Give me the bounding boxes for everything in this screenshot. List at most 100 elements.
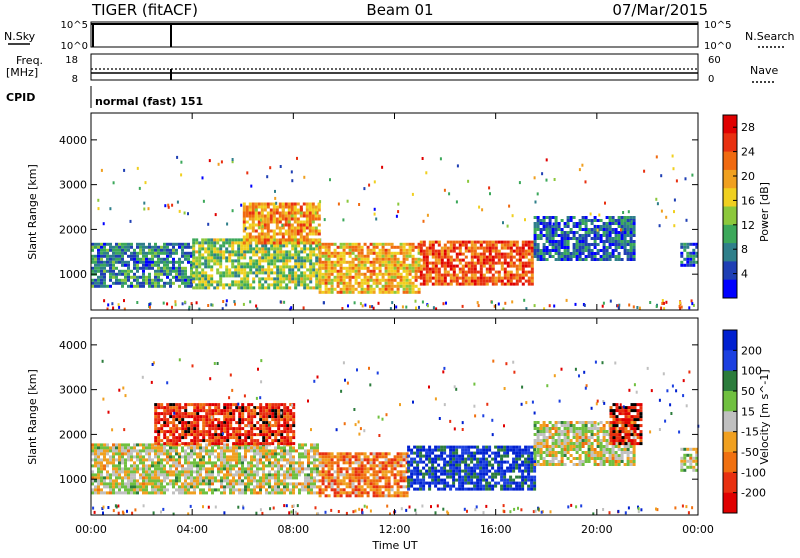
power-echo-cell: [309, 212, 312, 215]
power-echo-cell: [621, 246, 624, 249]
power-echo-speck: [296, 157, 298, 160]
power-echo-cell: [373, 252, 376, 255]
velocity-echo-cell: [367, 485, 370, 488]
power-echo-cell: [489, 253, 492, 256]
power-echo-cell: [585, 222, 588, 225]
velocity-echo-cell: [346, 485, 349, 488]
power-echo-cell: [187, 246, 190, 249]
power-echo-cell: [474, 280, 477, 283]
power-echo-cell: [267, 215, 270, 218]
velocity-echo-cell: [202, 467, 205, 470]
velocity-echo-cell: [358, 494, 361, 497]
velocity-echo-cell: [163, 467, 166, 470]
velocity-echo-cell: [211, 439, 214, 442]
velocity-echo-cell: [229, 433, 232, 436]
power-echo-cell: [142, 261, 145, 264]
velocity-echo-cell: [271, 406, 274, 409]
velocity-echo-cell: [283, 442, 286, 445]
power-echo-cell: [166, 273, 169, 276]
power-echo-cell: [273, 218, 276, 221]
power-echo-cell: [471, 265, 474, 268]
power-echo-cell: [276, 259, 279, 262]
power-echo-cell: [222, 286, 225, 289]
power-echo-speck: [649, 301, 651, 304]
power-echo-cell: [537, 258, 540, 261]
velocity-echo-cell: [190, 479, 193, 482]
velocity-echo-cell: [361, 491, 364, 494]
power-echo-cell: [325, 258, 328, 261]
velocity-echo-cell: [280, 491, 283, 494]
power-echo-cell: [418, 288, 421, 291]
power-echo-cell: [528, 277, 531, 280]
power-echo-cell: [397, 264, 400, 267]
velocity-echo-cell: [413, 467, 416, 470]
velocity-echo-cell: [388, 464, 391, 467]
velocity-echo-cell: [274, 430, 277, 433]
power-echo-cell: [379, 291, 382, 294]
power-echo-cell: [249, 244, 252, 247]
velocity-echo-cell: [286, 418, 289, 421]
velocity-echo-cell: [259, 406, 262, 409]
velocity-echo-cell: [127, 473, 130, 476]
power-echo-cell: [204, 283, 207, 286]
power-echo-cell: [435, 262, 438, 265]
power-echo-cell: [579, 237, 582, 240]
velocity-echo-cell: [232, 427, 235, 430]
power-echo-cell: [136, 246, 139, 249]
velocity-echo-cell: [112, 455, 115, 458]
power-echo-cell: [246, 247, 249, 250]
power-echo-cell: [495, 250, 498, 253]
power-echo-cell: [606, 258, 609, 261]
power-echo-cell: [291, 230, 294, 233]
power-echo-cell: [255, 236, 258, 239]
power-echo-cell: [219, 244, 222, 247]
velocity-echo-cell: [199, 491, 202, 494]
power-echo-cell: [169, 270, 172, 273]
power-echo-cell: [528, 271, 531, 274]
velocity-echo-cell: [169, 458, 172, 461]
velocity-echo-cell: [334, 482, 337, 485]
power-echo-cell: [334, 243, 337, 246]
velocity-echo-cell: [169, 415, 172, 418]
velocity-echo-cell: [274, 491, 277, 494]
power-echo-cell: [285, 283, 288, 286]
power-echo-cell: [468, 262, 471, 265]
velocity-echo-cell: [262, 421, 265, 424]
velocity-echo-cell: [407, 461, 410, 464]
velocity-echo-cell: [280, 424, 283, 427]
velocity-echo-cell: [202, 461, 205, 464]
power-echo-cell: [315, 259, 318, 262]
power-echo-cell: [540, 228, 543, 231]
power-echo-cell: [567, 240, 570, 243]
power-echo-cell: [234, 265, 237, 268]
power-echo-cell: [201, 256, 204, 259]
power-echo-cell: [388, 291, 391, 294]
velocity-echo-cell: [223, 464, 226, 467]
velocity-echo-cell: [379, 479, 382, 482]
power-echo-cell: [237, 250, 240, 253]
velocity-echo-cell: [124, 482, 127, 485]
power-echo-cell: [388, 282, 391, 285]
velocity-echo-cell: [391, 494, 394, 497]
power-echo-cell: [462, 277, 465, 280]
velocity-echo-cell: [419, 473, 422, 476]
power-echo-cell: [97, 267, 100, 270]
power-echo-cell: [609, 243, 612, 246]
power-echo-cell: [261, 271, 264, 274]
power-echo-cell: [349, 276, 352, 279]
power-echo-cell: [315, 230, 318, 233]
velocity-echo-cell: [220, 482, 223, 485]
velocity-echo-cell: [196, 424, 199, 427]
velocity-echo-cell: [247, 449, 250, 452]
power-echo-cell: [231, 262, 234, 265]
velocity-echo-cell: [196, 442, 199, 445]
velocity-echo-cell: [109, 461, 112, 464]
power-echo-cell: [343, 258, 346, 261]
power-echo-cell: [201, 280, 204, 283]
power-echo-cell: [148, 285, 151, 288]
velocity-echo-cell: [289, 467, 292, 470]
velocity-echo-cell: [136, 455, 139, 458]
velocity-echo-cell: [265, 479, 268, 482]
power-echo-cell: [94, 267, 97, 270]
power-echo-cell: [276, 280, 279, 283]
